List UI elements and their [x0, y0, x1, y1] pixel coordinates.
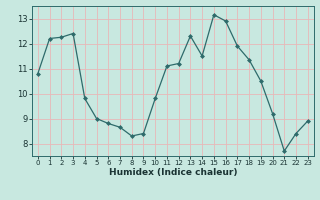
X-axis label: Humidex (Indice chaleur): Humidex (Indice chaleur) — [108, 168, 237, 177]
